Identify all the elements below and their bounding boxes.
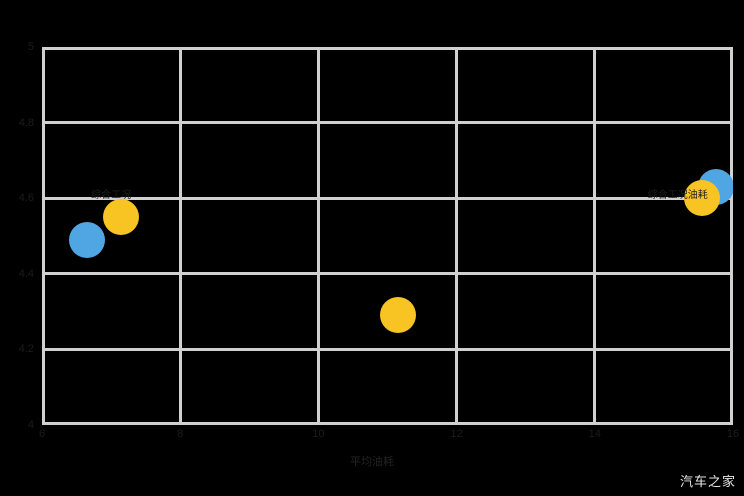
y-tick-label: 4.8 <box>18 116 34 129</box>
gridline-vertical <box>455 47 459 425</box>
x-tick-label: 14 <box>588 428 601 440</box>
gridline-vertical <box>730 47 733 425</box>
x-tick-label: 10 <box>312 428 325 440</box>
data-point-bubble[interactable] <box>683 180 720 217</box>
y-tick-label: 5 <box>27 41 34 53</box>
gridline-horizontal <box>42 347 733 351</box>
gridline-horizontal <box>42 47 733 50</box>
x-axis-title: 平均油耗 <box>350 456 394 468</box>
gridline-horizontal <box>42 272 733 276</box>
data-point-bubble[interactable] <box>103 199 140 236</box>
gridline-horizontal <box>42 121 733 125</box>
y-tick-label: 4.4 <box>18 267 34 280</box>
data-point-bubble[interactable] <box>68 221 105 258</box>
gridline-vertical <box>42 47 45 425</box>
plot-area: 综合工况 综合工况油耗 <box>42 47 733 425</box>
gridline-vertical <box>593 47 597 425</box>
gridline-horizontal <box>42 196 733 200</box>
point-annotation-label: 综合工况 <box>91 190 132 202</box>
gridline-vertical <box>178 47 182 425</box>
data-point-bubble[interactable] <box>379 297 416 334</box>
x-tick-label: 12 <box>450 428 463 440</box>
y-tick-label: 4.6 <box>18 192 34 205</box>
y-tick-label: 4.2 <box>18 343 34 356</box>
x-tick-label: 8 <box>177 428 184 440</box>
point-annotation-label: 综合工况油耗 <box>647 190 708 202</box>
y-tick-label: 4 <box>27 419 34 431</box>
x-tick-label: 16 <box>726 428 740 440</box>
gridline-vertical <box>316 47 320 425</box>
data-points-layer <box>42 47 733 425</box>
x-tick-label: 6 <box>38 428 46 440</box>
watermark-autohome: 汽车之家 <box>679 475 736 490</box>
gridline-horizontal <box>42 422 733 425</box>
